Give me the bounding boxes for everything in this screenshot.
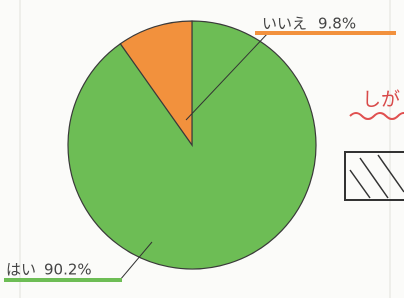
value-label: 9.8%: [318, 15, 356, 33]
pie: [68, 21, 316, 269]
chart: しが いいえ 9.8% はい 90.2%: [0, 0, 404, 298]
value-label: 90.2%: [44, 261, 92, 279]
category-label: はい: [6, 261, 36, 279]
annotation: しが: [362, 89, 400, 111]
category-label: いいえ: [262, 15, 307, 33]
